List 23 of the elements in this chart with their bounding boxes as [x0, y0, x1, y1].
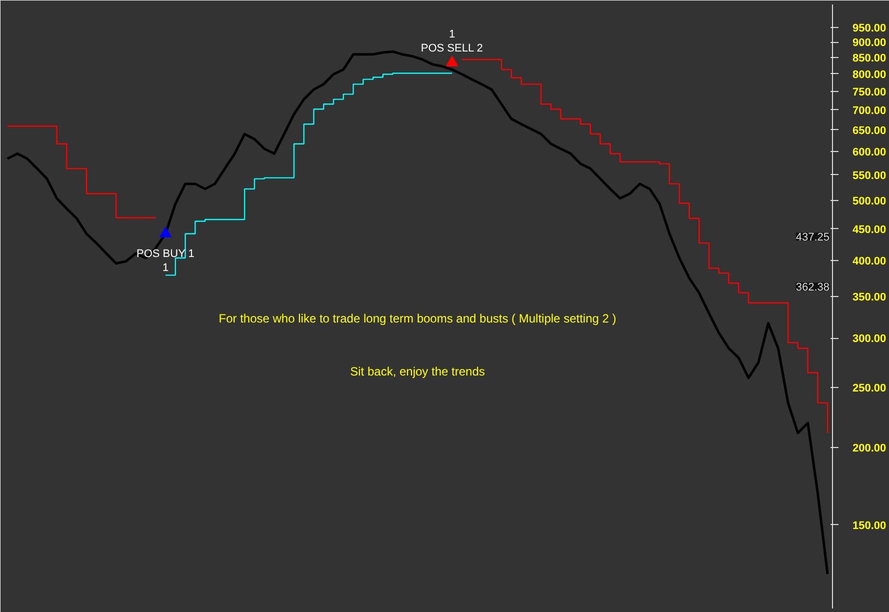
- y-tick-label: 400.00: [852, 256, 886, 268]
- y-tick-label: 450.00: [852, 224, 886, 236]
- y-tick-label: 550.00: [852, 170, 886, 182]
- annotation: For those who like to trade long term booms and busts ( Multiple setting 2 ): [218, 312, 616, 326]
- y-tick-label: 650.00: [852, 124, 886, 137]
- y-tick-label: 600.00: [852, 146, 886, 158]
- y-tick-label: 800.00: [852, 68, 886, 81]
- y-tick-label: 300.00: [852, 333, 886, 346]
- y-tick-label: 500.00: [852, 196, 886, 208]
- annotation: 362.38: [796, 282, 830, 294]
- y-tick-label: 200.00: [852, 442, 886, 454]
- annotation: 437.25: [796, 232, 830, 244]
- y-tick-label: 750.00: [852, 86, 886, 98]
- data-label: 1 POS SELL 2: [420, 28, 483, 55]
- y-tick-label: 150.00: [852, 520, 886, 532]
- y-tick-label: 700.00: [852, 104, 886, 117]
- y-tick-label: 950.00: [852, 22, 886, 35]
- line-series: [6, 50, 829, 576]
- annotation: Sit back, enjoy the trends: [350, 364, 485, 378]
- y-tick-label: 350.00: [852, 292, 886, 304]
- y-tick-label: 900.00: [852, 37, 886, 50]
- y-tick-label: 850.00: [852, 52, 886, 65]
- y-tick-label: 250.00: [852, 382, 886, 394]
